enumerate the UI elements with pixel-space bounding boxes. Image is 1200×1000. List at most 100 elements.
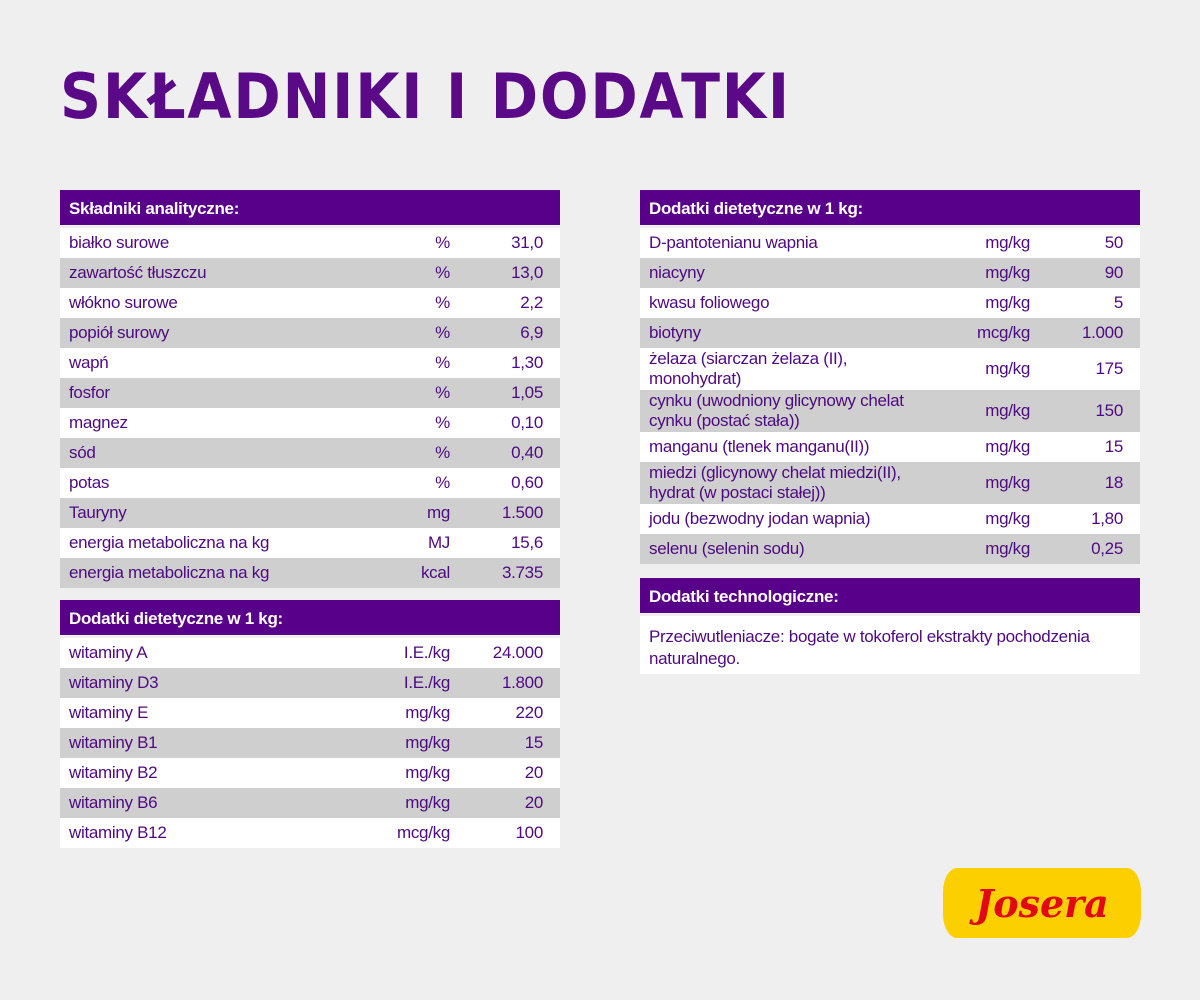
row-label: białko surowe bbox=[69, 233, 170, 252]
row-value: 1,05 bbox=[511, 383, 543, 402]
row-value: 15 bbox=[524, 733, 544, 752]
table-row: popiół surowy% 6,9 bbox=[60, 318, 560, 348]
row-label: selenu (selenin sodu) bbox=[649, 539, 805, 558]
table-row: selenu (selenin sodu) mg/kg 0,25 bbox=[640, 534, 1140, 564]
row-value: 90 bbox=[1104, 263, 1124, 282]
analytical-rows: białko surowe% 31,0 zawartość tłuszczu% 13,… bbox=[60, 228, 560, 588]
row-label: energia metaboliczna na kg bbox=[69, 533, 270, 552]
row-unit: mg/kg bbox=[405, 763, 450, 782]
table-row: magnez% 0,10 bbox=[60, 408, 560, 438]
row-unit: mg/kg bbox=[985, 401, 1030, 420]
row-label: witaminy A bbox=[69, 643, 148, 662]
row-unit: mg/kg bbox=[985, 359, 1030, 378]
row-value: 6,9 bbox=[520, 323, 543, 342]
row-unit: % bbox=[435, 233, 450, 252]
minerals-table: Dodatki dietetyczne w 1 kg: D-pantotenia… bbox=[640, 190, 1140, 674]
minerals-rows: D-pantotenianu wapnia mg/kg 50 niacyny mg/kg… bbox=[640, 228, 1140, 564]
row-label: witaminy B1 bbox=[69, 733, 158, 752]
row-label: popiół surowy bbox=[69, 323, 170, 342]
row-value: 0,25 bbox=[1091, 539, 1123, 558]
row-unit: mg/kg bbox=[985, 539, 1030, 558]
table-row: białko surowe% 31,0 bbox=[60, 228, 560, 258]
row-value: 50 bbox=[1104, 233, 1124, 252]
row-label: witaminy D3 bbox=[69, 673, 159, 692]
row-label: witaminy B2 bbox=[69, 763, 158, 782]
technological-header: Dodatki technologiczne: bbox=[640, 578, 1140, 613]
row-value: 2,2 bbox=[520, 293, 543, 312]
page-title: SKŁADNIKI I DODATKI bbox=[60, 60, 791, 133]
row-unit: mg/kg bbox=[405, 703, 450, 722]
row-value: 15,6 bbox=[511, 533, 543, 552]
row-value: 20 bbox=[524, 793, 544, 812]
minerals-header: Dodatki dietetyczne w 1 kg: bbox=[640, 190, 1140, 225]
technological-text: Przeciwutleniacze: bogate w tokoferol ek… bbox=[640, 616, 1140, 674]
row-unit: mg/kg bbox=[985, 437, 1030, 456]
table-row: energia metaboliczna na kg kcal 3.735 bbox=[60, 558, 560, 588]
analytical-table: Składniki analityczne: białko surowe% 31,… bbox=[60, 190, 560, 588]
row-value: 1.800 bbox=[501, 673, 543, 692]
row-unit: % bbox=[435, 383, 450, 402]
row-value: 1.500 bbox=[501, 503, 543, 522]
vitamins-rows: witaminy A I.E./kg 24.000 witaminy D3 I.E./k… bbox=[60, 638, 560, 848]
row-unit: % bbox=[435, 263, 450, 282]
table-row: energia metaboliczna na kg MJ 15,6 bbox=[60, 528, 560, 558]
table-row: miedzi (glicynowy chelat miedzi(II), hyd… bbox=[640, 462, 1140, 504]
table-row: sód% 0,40 bbox=[60, 438, 560, 468]
row-label: sód bbox=[69, 443, 96, 462]
table-row: witaminy B1 mg/kg 15 bbox=[60, 728, 560, 758]
row-label: magnez bbox=[69, 413, 128, 432]
row-label: biotyny bbox=[649, 323, 701, 342]
row-label: jodu (bezwodny jodan wapnia) bbox=[649, 509, 871, 528]
row-value: 220 bbox=[515, 703, 544, 722]
row-unit: mcg/kg bbox=[397, 823, 450, 842]
josera-logo: Josera bbox=[943, 868, 1141, 938]
row-value: 15 bbox=[1104, 437, 1124, 456]
table-row: wapń% 1,30 bbox=[60, 348, 560, 378]
row-value: 1,80 bbox=[1091, 509, 1123, 528]
table-row: witaminy B2 mg/kg 20 bbox=[60, 758, 560, 788]
row-unit: I.E./kg bbox=[403, 643, 450, 662]
table-row: jodu (bezwodny jodan wapnia) mg/kg 1,80 bbox=[640, 504, 1140, 534]
logo-text: Josera bbox=[975, 880, 1109, 926]
vitamins-table: Dodatki dietetyczne w 1 kg: witaminy A I.… bbox=[60, 600, 560, 848]
table-row: włókno surowe% 2,2 bbox=[60, 288, 560, 318]
row-label: potas bbox=[69, 473, 110, 492]
row-value: 100 bbox=[515, 823, 544, 842]
table-row: witaminy A I.E./kg 24.000 bbox=[60, 638, 560, 668]
row-unit: mg/kg bbox=[985, 263, 1030, 282]
row-value: 150 bbox=[1095, 401, 1124, 420]
table-row: niacyny mg/kg 90 bbox=[640, 258, 1140, 288]
table-row: żelaza (siarczan żelaza (II), monohydrat… bbox=[640, 348, 1140, 390]
row-label: Tauryny bbox=[69, 503, 127, 522]
row-unit: mg/kg bbox=[405, 793, 450, 812]
row-unit: % bbox=[435, 323, 450, 342]
row-unit: % bbox=[435, 473, 450, 492]
table-row: witaminy B12 mcg/kg 100 bbox=[60, 818, 560, 848]
row-unit: mg/kg bbox=[985, 509, 1030, 528]
row-unit: mg/kg bbox=[985, 473, 1030, 492]
row-value: 0,60 bbox=[511, 473, 543, 492]
row-value: 20 bbox=[524, 763, 544, 782]
row-value: 5 bbox=[1113, 293, 1123, 312]
table-row: manganu (tlenek manganu(II)) mg/kg 15 bbox=[640, 432, 1140, 462]
table-row: cynku (uwodniony glicynowy chelat cynku … bbox=[640, 390, 1140, 432]
row-unit: % bbox=[435, 443, 450, 462]
table-row: witaminy D3 I.E./kg 1.800 bbox=[60, 668, 560, 698]
table-row: fosfor% 1,05 bbox=[60, 378, 560, 408]
row-label: witaminy B12 bbox=[69, 823, 167, 842]
row-value: 13,0 bbox=[511, 263, 543, 282]
row-label: D-pantotenianu wapnia bbox=[649, 233, 818, 252]
row-label: manganu (tlenek manganu(II)) bbox=[649, 437, 870, 456]
row-label: kwasu foliowego bbox=[649, 293, 770, 312]
row-label: energia metaboliczna na kg bbox=[69, 563, 270, 582]
row-value: 1.000 bbox=[1081, 323, 1123, 342]
row-value: 0,40 bbox=[511, 443, 543, 462]
row-unit: % bbox=[435, 353, 450, 372]
row-unit: mg bbox=[426, 503, 450, 522]
table-row: D-pantotenianu wapnia mg/kg 50 bbox=[640, 228, 1140, 258]
row-unit: kcal bbox=[420, 563, 450, 582]
row-label: wapń bbox=[69, 353, 109, 372]
row-label: miedzi (glicynowy chelat miedzi(II), hyd… bbox=[649, 463, 901, 502]
analytical-header: Składniki analityczne: bbox=[60, 190, 560, 225]
table-row: witaminy E mg/kg 220 bbox=[60, 698, 560, 728]
